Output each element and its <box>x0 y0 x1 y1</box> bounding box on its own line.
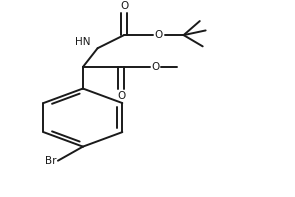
Text: O: O <box>120 1 128 11</box>
Text: O: O <box>152 62 160 72</box>
Text: O: O <box>117 91 125 101</box>
Text: O: O <box>155 30 163 40</box>
Text: Br: Br <box>45 156 56 166</box>
Text: HN: HN <box>75 37 90 47</box>
